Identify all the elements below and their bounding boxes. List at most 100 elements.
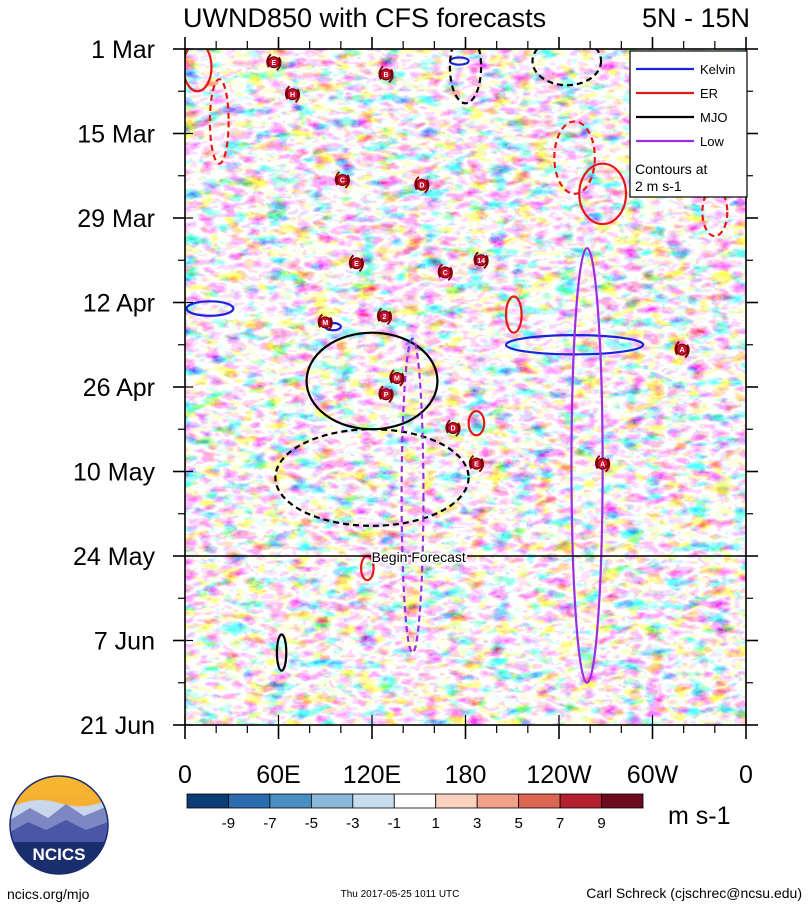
tc-arm [483, 254, 489, 269]
legend-label-er: ER [700, 86, 718, 101]
tc-marker-label: E [474, 461, 479, 468]
tc-marker-dot [336, 173, 349, 186]
tc-arm [378, 65, 384, 80]
tc-arm [317, 313, 323, 328]
tc-arm [468, 454, 475, 470]
colorbar-bin [435, 793, 478, 809]
tc-marker-label: D [419, 182, 424, 189]
contour-er-3 [578, 162, 628, 226]
tc-marker-label: 2 [383, 314, 387, 321]
tc-arm [447, 266, 453, 282]
tc-marker-dot [350, 257, 363, 270]
tc-marker-dot [380, 68, 393, 81]
colorbar-tick-label: -5 [305, 815, 318, 832]
tc-marker-label: C [340, 178, 345, 185]
legend-label-low: Low [700, 134, 724, 149]
contour-er-5 [504, 295, 523, 334]
colorbar-bin [393, 793, 437, 809]
x-tick-label: 60W [627, 761, 679, 789]
tc-arm [348, 254, 355, 269]
tc-arm [376, 307, 383, 322]
tc-marker-label: E [354, 261, 359, 268]
tc-arm [399, 372, 405, 387]
tc-arm [358, 257, 365, 272]
tc-marker-7: C [437, 263, 453, 282]
tc-marker-dot [439, 266, 452, 279]
y-tick-label: 26 Apr [83, 374, 155, 402]
tc-marker-14: E [468, 454, 485, 473]
tc-marker-3: C [334, 171, 350, 189]
tc-marker-2: H [284, 85, 301, 103]
contour-low-17 [400, 337, 425, 654]
tc-arm [344, 174, 350, 189]
y-tick-label: 10 May [73, 459, 155, 487]
legend-note: 2 m s-1 [635, 178, 682, 194]
chart-title: UWND850 with CFS forecasts [183, 3, 546, 33]
legend-label-mjo: MJO [700, 110, 727, 125]
colorbar-tick-label: 3 [473, 815, 481, 832]
y-tick-label: 29 Mar [77, 205, 155, 233]
x-tick-label: 0 [739, 761, 753, 789]
forecast-label: Begin Forecast [372, 549, 466, 565]
contour-mjo-12 [448, 49, 483, 105]
tc-arm [294, 88, 301, 103]
contour-mjo-13 [531, 49, 603, 87]
tc-arm [334, 171, 341, 186]
tc-marker-12: P [378, 385, 394, 403]
contour-er-4 [701, 186, 729, 238]
colorbar-bin [269, 793, 312, 809]
colorbar-bin [186, 793, 229, 809]
contour-mjo-15 [274, 428, 470, 527]
footer-author: Carl Schreck (cjschrec@ncsu.edu) [586, 885, 802, 901]
colorbar-unit: m s-1 [668, 802, 731, 830]
tc-marker-4: D [414, 176, 430, 194]
tc-marker-11: M [389, 369, 405, 387]
tc-marker-dot [319, 316, 332, 329]
contour-er-0 [185, 49, 213, 93]
contour-kelvin-8 [185, 300, 235, 317]
tc-marker-dot [447, 422, 460, 435]
tc-arm [473, 251, 479, 266]
colorbar-bin [228, 793, 271, 809]
tc-arm [327, 316, 333, 332]
logo-text: NCICS [33, 845, 86, 864]
tc-arm [445, 419, 451, 434]
tc-arm [437, 263, 443, 278]
tc-arm [424, 179, 430, 194]
tc-arm [478, 458, 485, 473]
x-tick-label: 120E [343, 761, 401, 789]
tc-marker-dot [415, 178, 428, 191]
colorbar-bin [518, 793, 561, 809]
y-tick-label: 15 Mar [77, 121, 155, 149]
tc-marker-label: M [394, 376, 400, 383]
colorbar-bin [476, 793, 520, 809]
colorbar-bin [559, 793, 602, 809]
tc-marker-dot [475, 254, 488, 267]
tc-marker-8: 2 [376, 307, 393, 326]
colorbar-tick-label: -9 [222, 815, 235, 832]
colorbar-tick-label: -3 [346, 815, 359, 832]
colorbar-bin [352, 793, 395, 809]
colorbar-bin [310, 793, 354, 809]
colorbar-tick-label: 7 [556, 815, 564, 832]
colorbar-tick-label: -1 [388, 815, 401, 832]
x-tick-label: 0 [178, 761, 192, 789]
tc-marker-label: A [600, 461, 605, 468]
tc-marker-label: H [290, 92, 295, 99]
tc-arm [276, 56, 282, 71]
contour-mjo-16 [275, 633, 288, 672]
tc-arm [684, 344, 690, 359]
tc-arm [389, 369, 395, 384]
tc-marker-9: M [317, 313, 333, 332]
tc-marker-dot [378, 310, 391, 323]
tc-marker-0: E [266, 53, 282, 71]
tc-marker-10: A [674, 340, 690, 359]
footer-timestamp: Thu 2017-05-25 1011 UTC [341, 889, 460, 900]
tc-arm [378, 385, 384, 400]
tc-marker-dot [267, 56, 280, 69]
tc-marker-5: E [348, 254, 365, 272]
legend-box [629, 50, 748, 198]
tc-marker-dot [390, 371, 403, 384]
